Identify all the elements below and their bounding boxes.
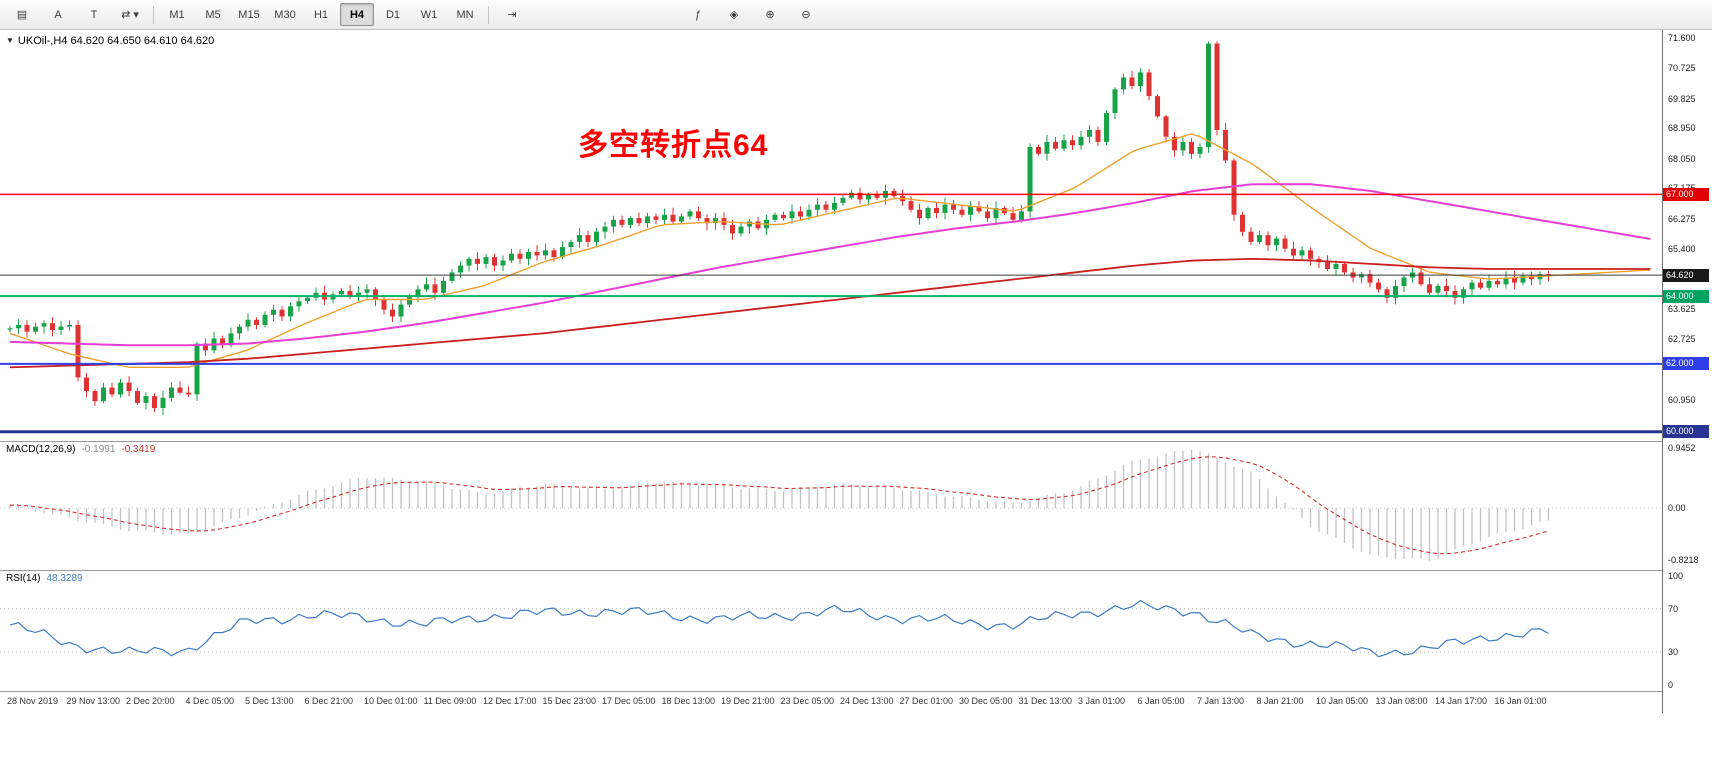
ma-slow-red-line: [9, 257, 1651, 369]
toolbar: ▤ A T ⇄ ▾ M1 M5 M15 M30 H1 H4 D1 W1 MN ⇥ ƒ ◈ ⊕ ⊖: [0, 0, 1712, 30]
time-label: 19 Dec 21:00: [721, 696, 775, 706]
time-label: 7 Jan 13:00: [1197, 696, 1245, 706]
panel-separator: [0, 691, 1712, 692]
rsi-indicator-label: RSI(14) 48.3289: [6, 573, 83, 584]
price-badge-64.000: 64.000: [1663, 289, 1709, 303]
time-label: 10 Dec 01:00: [364, 696, 418, 706]
time-label: 10 Jan 05:00: [1316, 696, 1369, 706]
rsi-value: 48.3289: [46, 573, 83, 584]
rsi-axis-30: 30: [1668, 647, 1679, 658]
macd-indicator-label: MACD(12,26,9) -0.1991 -0.3419: [6, 444, 155, 455]
rsi-axis-70: 70: [1668, 603, 1679, 614]
chart-list-icon[interactable]: ▤: [16, 9, 28, 21]
timeframe-w1-button[interactable]: W1: [420, 8, 438, 21]
ma-fast-orange-line: [9, 133, 1651, 368]
price-label-69.825: 69.825: [1668, 93, 1696, 104]
price-label-62.725: 62.725: [1668, 334, 1696, 345]
time-label: 8 Jan 21:00: [1256, 696, 1304, 706]
rsi-axis-0: 0: [1668, 680, 1674, 690]
chart-title: ▼ UKOil-,H4 64.620 64.650 64.610 64.620: [6, 35, 214, 47]
time-label: 24 Dec 13:00: [840, 696, 894, 706]
time-label: 14 Jan 17:00: [1435, 696, 1488, 706]
chart-shift-icon[interactable]: ⇥: [507, 9, 517, 21]
time-label: 4 Dec 05:00: [185, 696, 235, 706]
macd-main-value: -0.1991: [81, 444, 116, 455]
rsi-axis-100: 100: [1668, 571, 1684, 581]
text-label-icon[interactable]: T: [90, 8, 98, 21]
horizontal-lines-group: [0, 193, 1662, 434]
text-annotation-icon[interactable]: A: [54, 8, 62, 21]
time-label: 15 Dec 23:00: [542, 696, 597, 706]
price-label-66.275: 66.275: [1668, 213, 1696, 224]
toolbar-separator: [488, 5, 489, 24]
main-chart-canvas[interactable]: [0, 30, 1662, 441]
price-label-70.725: 70.725: [1668, 63, 1696, 74]
time-label: 27 Dec 01:00: [899, 696, 954, 706]
rsi-line: [9, 599, 1549, 658]
time-label: 16 Jan 01:00: [1494, 696, 1547, 706]
time-label: 6 Jan 05:00: [1137, 696, 1185, 706]
macd-signal-value: -0.3419: [121, 444, 156, 455]
time-label: 2 Dec 20:00: [126, 696, 175, 706]
cursor-tools-icon[interactable]: ⇄ ▾: [121, 9, 139, 21]
zoom-in-icon[interactable]: ⊕: [765, 9, 775, 21]
price-badge-60.000: 60.000: [1663, 425, 1709, 439]
time-label: 31 Dec 13:00: [1018, 696, 1073, 706]
timeframe-m15-button[interactable]: M15: [238, 8, 260, 21]
price-badge-64.620: 64.620: [1663, 268, 1709, 282]
toolbar-spacer: [530, 14, 680, 15]
time-label: 11 Dec 09:00: [423, 696, 477, 706]
rsi-panel-canvas[interactable]: [0, 570, 1662, 691]
timeframe-h4-button[interactable]: H4: [340, 3, 374, 26]
macd-signal-line: [9, 456, 1549, 555]
price-label-65.400: 65.400: [1668, 243, 1696, 254]
symbol-ohlc-text: UKOil-,H4 64.620 64.650 64.610 64.620: [17, 35, 215, 47]
ma-mid-magenta-line: [9, 183, 1651, 347]
price-axis[interactable]: 71.60070.72569.82568.95068.05067.17566.2…: [1662, 30, 1712, 713]
macd-axis--0.8218: -0.8218: [1668, 555, 1699, 566]
price-label-68.050: 68.050: [1668, 153, 1696, 164]
time-label: 29 Nov 13:00: [66, 696, 121, 706]
price-label-63.625: 63.625: [1668, 303, 1696, 314]
macd-histogram-group: [9, 450, 1550, 561]
timeframe-m30-button[interactable]: M30: [274, 8, 296, 21]
macd-axis-0.9452: 0.9452: [1668, 443, 1696, 454]
rsi-name: RSI(14): [6, 573, 41, 584]
timeframe-d1-button[interactable]: D1: [385, 8, 401, 21]
price-badge-67.000: 67.000: [1663, 187, 1709, 201]
price-badge-62.000: 62.000: [1663, 357, 1709, 371]
price-label-68.950: 68.950: [1668, 123, 1696, 134]
price-label-60.950: 60.950: [1668, 394, 1696, 405]
indicators-icon[interactable]: ƒ: [694, 8, 702, 21]
panel-separator[interactable]: [0, 441, 1712, 442]
toolbar-separator: [153, 5, 154, 24]
time-label: 23 Dec 05:00: [780, 696, 835, 706]
time-label: 5 Dec 13:00: [245, 696, 294, 706]
time-label: 30 Dec 05:00: [959, 696, 1013, 706]
timeframe-m1-button[interactable]: M1: [169, 8, 185, 21]
zoom-out-icon[interactable]: ⊖: [801, 9, 811, 21]
objects-list-icon[interactable]: ◈: [729, 9, 739, 21]
macd-panel-canvas[interactable]: [0, 441, 1662, 570]
time-label: 13 Jan 08:00: [1375, 696, 1428, 706]
time-label: 18 Dec 13:00: [661, 696, 716, 706]
price-label-71.600: 71.600: [1668, 33, 1696, 44]
time-axis[interactable]: 28 Nov 2019 29 Nov 13:00 2 Dec 20:00 4 Dec …: [0, 693, 1662, 711]
time-label: 6 Dec 21:00: [304, 696, 354, 706]
macd-axis-0.00: 0.00: [1668, 503, 1686, 514]
macd-name: MACD(12,26,9): [6, 444, 76, 455]
panel-separator[interactable]: [0, 570, 1712, 571]
moving-averages-group: [9, 133, 1651, 369]
time-label: 17 Dec 05:00: [602, 696, 656, 706]
timeframe-h1-button[interactable]: H1: [313, 8, 329, 21]
chart-dropdown-icon[interactable]: ▼: [6, 36, 14, 45]
time-label: 3 Jan 01:00: [1078, 696, 1126, 706]
time-label: 12 Dec 17:00: [483, 696, 537, 706]
time-label: 28 Nov 2019: [7, 696, 59, 706]
timeframe-m5-button[interactable]: M5: [205, 8, 221, 21]
timeframe-mn-button[interactable]: MN: [456, 8, 474, 21]
chart-annotation[interactable]: 多空转折点64: [578, 129, 769, 162]
